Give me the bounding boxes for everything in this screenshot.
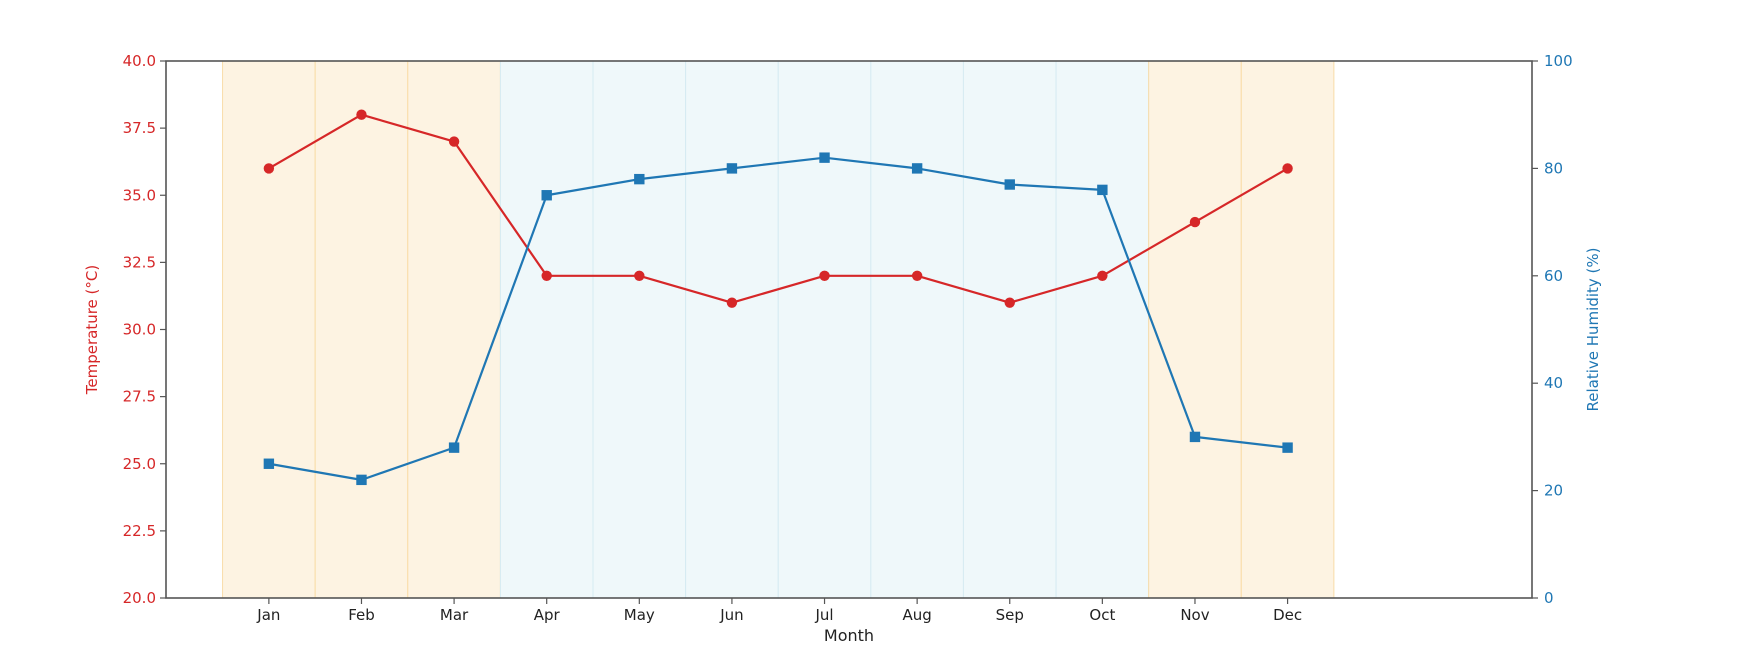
temperature-point-dec: [1282, 163, 1293, 174]
humidity-point-apr: [541, 190, 552, 201]
month-tick-label: Nov: [1180, 606, 1209, 624]
month-tick-label: Mar: [440, 606, 469, 624]
temperature-point-oct: [1097, 270, 1108, 281]
temperature-tick-label: 22.5: [123, 522, 156, 540]
month-tick-label: May: [624, 606, 655, 624]
temperature-tick-label: 37.5: [123, 119, 156, 137]
temperature-point-jun: [726, 297, 738, 308]
month-tick-label: Sep: [996, 606, 1024, 624]
humidity-point-dec: [1282, 442, 1293, 453]
humidity-tick-label: 60: [1544, 267, 1563, 285]
temperature-point-may: [634, 270, 645, 281]
month-tick-label: Feb: [348, 606, 375, 624]
dry-season-band-dec: [1240, 60, 1335, 599]
temperature-point-feb: [356, 109, 367, 120]
humidity-point-mar: [448, 442, 460, 453]
temperature-tick-label: 40.0: [123, 52, 156, 70]
temperature-line: [268, 113, 1289, 304]
wet-season-band-jun: [685, 60, 779, 599]
month-tick-label: Aug: [902, 606, 931, 624]
temperature-point-mar: [448, 136, 460, 147]
series-lines: [268, 113, 1289, 481]
humidity-point-jul: [819, 152, 830, 163]
month-tick-label: Dec: [1273, 606, 1302, 624]
wet-season-band-may: [592, 60, 687, 599]
wet-season-band-apr: [499, 60, 594, 599]
dry-season-band-jan: [222, 60, 316, 599]
dry-season-band-mar: [407, 60, 501, 599]
temperature-tick-label: 35.0: [123, 186, 156, 204]
temperature-tick-label: 20.0: [123, 589, 156, 607]
humidity-axis-label: Relative Humidity (%): [1584, 248, 1602, 412]
humidity-tick-label: 20: [1544, 482, 1563, 500]
wet-season-band-aug: [870, 60, 964, 599]
temperature-tick-label: 30.0: [123, 321, 156, 339]
month-tick-label: Jan: [256, 606, 280, 624]
temperature-axis-label: Temperature (°C): [83, 265, 101, 395]
humidity-tick-label: 80: [1544, 159, 1563, 177]
humidity-point-sep: [1004, 179, 1015, 190]
dry-season-band-nov: [1148, 60, 1242, 599]
humidity-point-nov: [1189, 431, 1201, 443]
humidity-line: [268, 156, 1288, 481]
wet-season-band-jul: [777, 60, 872, 599]
plot-frame: [165, 60, 1533, 599]
temperature-tick-label: 27.5: [123, 388, 156, 406]
temperature-point-jan: [263, 163, 275, 174]
humidity-tick-label: 0: [1544, 589, 1554, 607]
temperature-axis: 20.0 22.5 25.0 27.5 30.0 32.5 35.0 37.5 40.0: [123, 52, 166, 607]
humidity-point-jun: [726, 163, 738, 174]
temperature-point-apr: [541, 270, 552, 281]
month-axis: Jan Feb Mar Apr May Jun Jul Aug Sep Oct Nov Dec: [256, 598, 1302, 624]
month-axis-label: Month: [824, 626, 874, 645]
temperature-point-jul: [819, 270, 830, 281]
temperature-tick-label: 32.5: [123, 253, 156, 271]
month-tick-label: Apr: [534, 606, 561, 624]
humidity-axis: 0 20 40 60 80 100: [1532, 52, 1573, 607]
series-markers: [263, 109, 1293, 486]
humidity-point-aug: [911, 163, 923, 174]
wet-season-band-sep: [962, 60, 1057, 599]
humidity-tick-label: 40: [1544, 374, 1563, 392]
season-bands: [222, 60, 1335, 599]
humidity-point-jan: [263, 458, 275, 469]
humidity-point-may: [634, 173, 645, 185]
humidity-point-oct: [1097, 184, 1108, 196]
month-tick-label: Jun: [719, 606, 743, 624]
humidity-tick-label: 100: [1544, 52, 1573, 70]
month-tick-label: Oct: [1089, 606, 1115, 624]
dry-season-band-feb: [314, 60, 409, 599]
month-tick-label: Jul: [814, 606, 833, 624]
wet-season-band-oct: [1055, 60, 1150, 599]
humidity-point-feb: [356, 474, 367, 486]
temperature-point-aug: [911, 270, 923, 281]
temperature-point-sep: [1004, 297, 1015, 308]
temperature-point-nov: [1189, 216, 1201, 228]
temperature-tick-label: 25.0: [123, 455, 156, 473]
